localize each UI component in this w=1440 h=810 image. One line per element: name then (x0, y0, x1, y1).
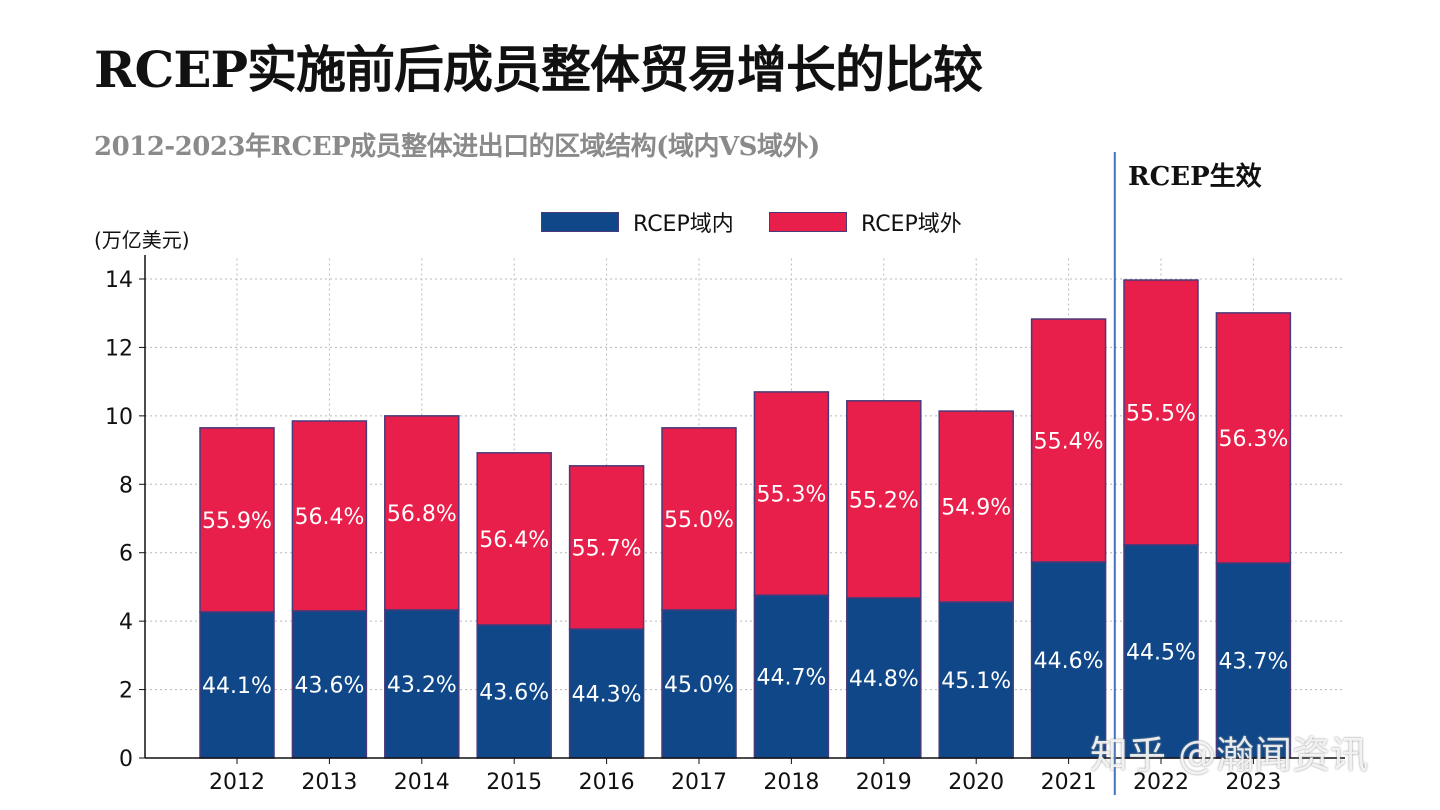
data-label: 55.0% (664, 508, 734, 533)
x-tick-label: 2017 (671, 770, 727, 795)
y-tick-label: 14 (105, 268, 133, 293)
legend-swatch-outside (769, 212, 847, 232)
bar-outside (384, 415, 460, 611)
legend-item-inside: RCEP域内 (541, 206, 734, 238)
data-label: 55.2% (849, 488, 919, 513)
data-label: 43.2% (387, 673, 457, 698)
data-label: 44.7% (756, 666, 826, 691)
y-tick-label: 2 (119, 679, 133, 704)
data-label: 43.6% (479, 680, 549, 705)
y-tick-label: 6 (119, 542, 133, 567)
annotation-label: RCEP生效 (1128, 162, 1262, 192)
data-label: 56.8% (387, 502, 457, 527)
data-label: 44.6% (1034, 649, 1104, 674)
chart-title: RCEP实施前后成员整体贸易增长的比较 (94, 40, 983, 99)
data-label: 55.9% (202, 509, 272, 534)
data-label: 56.4% (294, 505, 364, 530)
data-label: 55.7% (572, 536, 642, 561)
bar-inside (1030, 561, 1107, 759)
y-axis-unit: (万亿美元) (94, 228, 190, 252)
data-label: 43.6% (294, 673, 364, 698)
data-label: 45.0% (664, 673, 734, 698)
data-label: 44.8% (849, 667, 919, 692)
bar-outside (476, 452, 552, 626)
data-label: 55.4% (1034, 429, 1104, 454)
data-label: 56.4% (479, 528, 549, 553)
x-tick-label: 2015 (486, 770, 542, 795)
bar-inside (568, 628, 645, 759)
chart-subtitle: 2012-2023年RCEP成员整体进出口的区域结构(域内VS域外) (94, 132, 820, 162)
bar-outside (938, 410, 1014, 603)
x-tick-label: 2013 (301, 770, 357, 795)
data-label: 45.1% (941, 669, 1011, 694)
bar-inside (1215, 562, 1292, 759)
bar-outside (1123, 279, 1199, 546)
data-label: 55.3% (756, 483, 826, 508)
bar-outside (568, 465, 645, 630)
legend-swatch-inside (541, 212, 619, 232)
data-label: 56.3% (1218, 427, 1288, 452)
y-tick-label: 0 (119, 747, 133, 772)
bar-outside (1215, 312, 1292, 564)
y-tick-label: 10 (105, 405, 133, 430)
legend-label-inside: RCEP域内 (633, 212, 734, 237)
x-tick-label: 2018 (763, 770, 819, 795)
bar-inside (846, 597, 922, 759)
bar-outside (846, 400, 922, 599)
legend-label-outside: RCEP域外 (861, 212, 962, 237)
bar-inside (753, 594, 830, 759)
data-label: 54.9% (941, 496, 1011, 521)
x-tick-label: 2012 (209, 770, 265, 795)
y-tick-label: 4 (119, 610, 133, 635)
x-tick-label: 2019 (856, 770, 912, 795)
legend-item-outside: RCEP域外 (769, 206, 962, 238)
data-label: 55.5% (1126, 401, 1196, 426)
x-tick-label: 2020 (948, 770, 1004, 795)
bar-outside (291, 420, 368, 612)
bar-outside (753, 391, 830, 596)
bar-outside (199, 427, 275, 613)
watermark: 知乎 @瀚闻资讯 (1090, 733, 1369, 777)
data-label: 44.3% (572, 683, 642, 708)
data-label: 43.7% (1218, 649, 1288, 674)
x-tick-label: 2023 (1225, 770, 1281, 795)
y-tick-label: 12 (105, 336, 133, 361)
y-tick-label: 8 (119, 473, 133, 498)
bar-inside (938, 601, 1014, 759)
bar-outside (661, 427, 737, 611)
data-label: 44.1% (202, 674, 272, 699)
data-label: 44.5% (1126, 640, 1196, 665)
bar-outside (1030, 318, 1107, 563)
x-tick-label: 2021 (1041, 770, 1097, 795)
bar-inside (199, 611, 275, 759)
bar-inside (661, 609, 737, 759)
x-tick-label: 2022 (1133, 770, 1189, 795)
x-tick-label: 2016 (579, 770, 635, 795)
x-tick-label: 2014 (394, 770, 450, 795)
